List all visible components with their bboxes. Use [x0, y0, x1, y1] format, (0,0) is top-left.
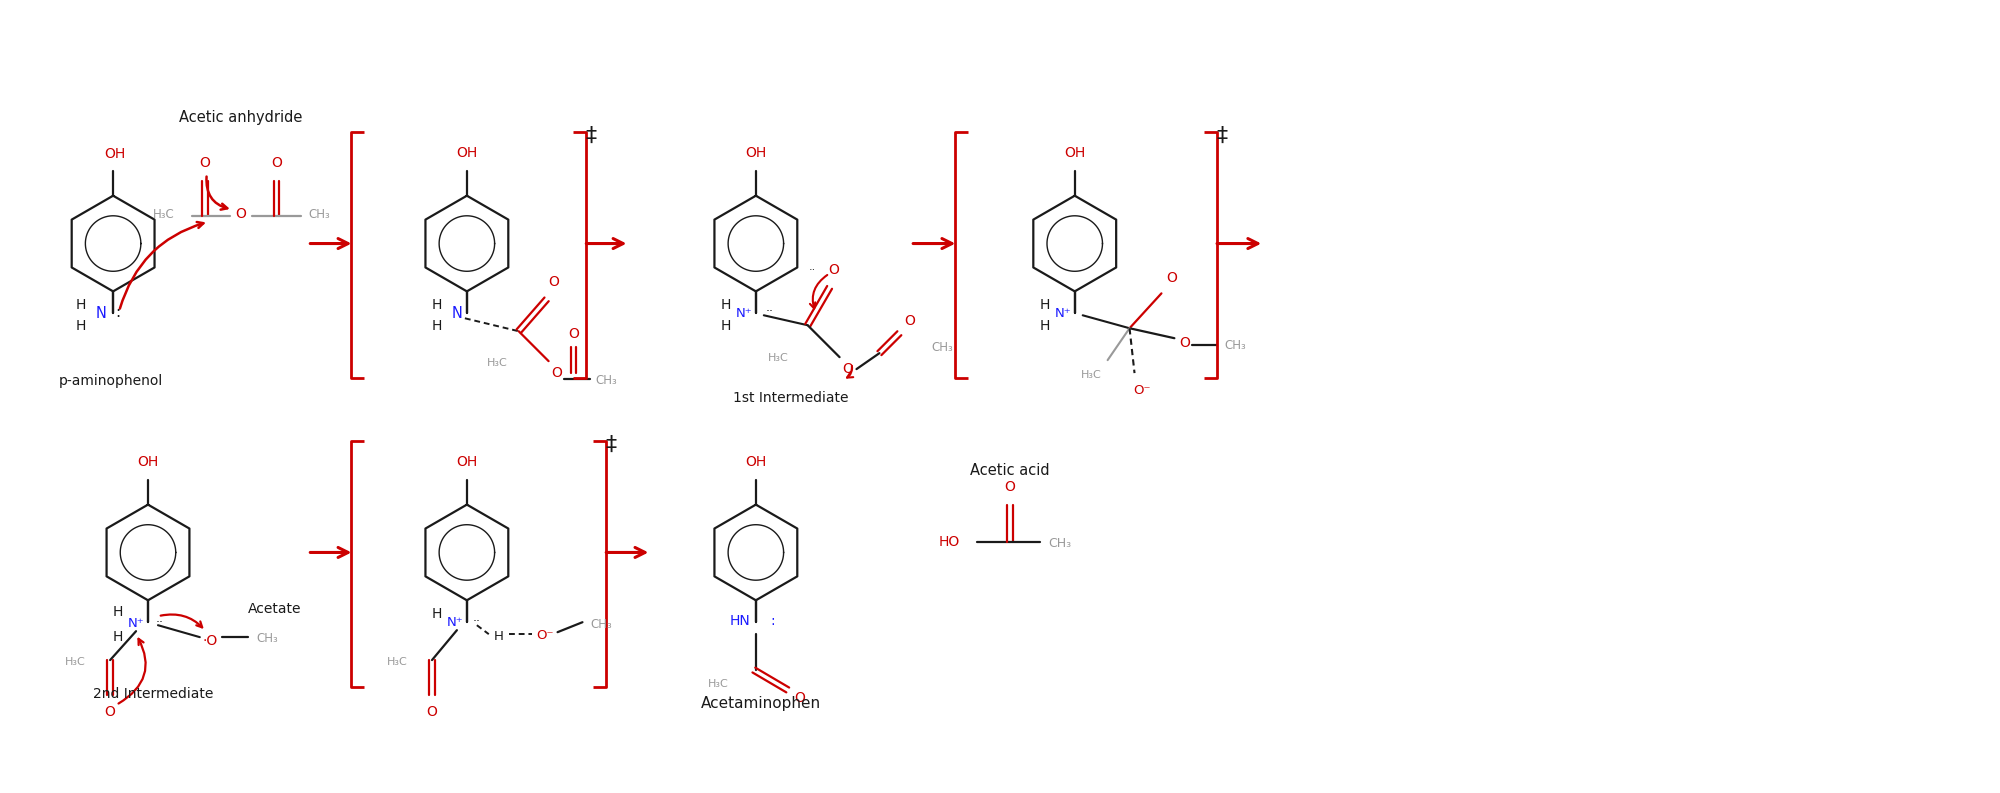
- Text: N⁺: N⁺: [446, 615, 464, 629]
- Text: O: O: [794, 691, 806, 705]
- Text: 1st Intermediate: 1st Intermediate: [732, 391, 848, 405]
- Text: OH: OH: [746, 454, 766, 469]
- Text: O: O: [1166, 271, 1176, 285]
- Text: CH₃: CH₃: [590, 618, 612, 630]
- Text: H: H: [432, 298, 442, 312]
- Text: H₃C: H₃C: [64, 657, 86, 667]
- Text: H: H: [76, 320, 86, 333]
- Text: HO: HO: [938, 535, 960, 550]
- Text: H: H: [1040, 320, 1050, 333]
- Text: 2nd Intermediate: 2nd Intermediate: [94, 687, 214, 701]
- Text: CH₃: CH₃: [1048, 537, 1072, 550]
- Text: H₃C: H₃C: [154, 208, 174, 221]
- Text: :: :: [116, 305, 120, 320]
- Text: ·O: ·O: [202, 634, 218, 648]
- Text: O: O: [200, 155, 210, 170]
- Text: Acetate: Acetate: [248, 602, 302, 616]
- Text: ‡: ‡: [586, 126, 596, 146]
- Text: OH: OH: [746, 146, 766, 160]
- Text: ··: ··: [766, 305, 774, 318]
- Text: H: H: [112, 605, 124, 619]
- Text: N⁺: N⁺: [128, 617, 144, 630]
- Text: p-aminophenol: p-aminophenol: [58, 374, 162, 388]
- Text: OH: OH: [456, 454, 478, 469]
- Text: N⁺: N⁺: [736, 307, 752, 320]
- Text: H₃C: H₃C: [768, 353, 788, 363]
- Text: CH₃: CH₃: [1224, 339, 1246, 351]
- Text: H: H: [720, 298, 732, 312]
- Text: HN: HN: [730, 615, 750, 628]
- Text: O: O: [828, 263, 840, 278]
- Text: N⁺: N⁺: [1054, 307, 1072, 320]
- Text: OH: OH: [456, 146, 478, 160]
- Text: N: N: [452, 306, 462, 321]
- Text: H: H: [720, 320, 732, 333]
- Text: H: H: [76, 298, 86, 312]
- Text: ‡: ‡: [1216, 126, 1228, 146]
- Text: Acetic anhydride: Acetic anhydride: [178, 110, 302, 125]
- Text: O: O: [1178, 336, 1190, 351]
- Text: O: O: [1004, 480, 1016, 494]
- Text: Acetic acid: Acetic acid: [970, 463, 1050, 478]
- Text: CH₃: CH₃: [596, 374, 618, 386]
- Text: ··: ··: [472, 615, 480, 628]
- Text: O⁻: O⁻: [536, 629, 554, 642]
- Text: N: N: [96, 306, 106, 321]
- Text: H₃C: H₃C: [1082, 370, 1102, 380]
- Text: H: H: [494, 630, 504, 642]
- Text: Acetaminophen: Acetaminophen: [700, 696, 820, 711]
- Text: OH: OH: [104, 147, 126, 161]
- Text: O: O: [568, 328, 578, 341]
- Text: CH₃: CH₃: [256, 632, 278, 645]
- Text: OH: OH: [1064, 146, 1086, 160]
- Text: ··: ··: [810, 266, 816, 275]
- Text: ‡: ‡: [606, 435, 616, 455]
- Text: O: O: [272, 155, 282, 170]
- Text: H₃C: H₃C: [708, 679, 728, 689]
- Text: H₃C: H₃C: [386, 657, 408, 667]
- Text: OH: OH: [138, 454, 158, 469]
- Text: O: O: [426, 705, 438, 719]
- Text: O: O: [842, 362, 852, 376]
- Text: H₃C: H₃C: [486, 358, 508, 368]
- Text: O⁻: O⁻: [1132, 384, 1150, 396]
- Text: CH₃: CH₃: [932, 341, 954, 354]
- Text: ··: ··: [156, 615, 164, 629]
- Text: O: O: [236, 207, 246, 220]
- Text: H: H: [112, 630, 124, 644]
- Text: CH₃: CH₃: [308, 208, 330, 221]
- Text: O: O: [904, 314, 914, 328]
- Text: H: H: [1040, 298, 1050, 312]
- Text: :: :: [770, 615, 776, 628]
- Text: H: H: [432, 607, 442, 621]
- Text: H: H: [432, 320, 442, 333]
- Text: O: O: [552, 366, 562, 380]
- Text: O: O: [548, 275, 560, 289]
- Text: O: O: [104, 705, 116, 719]
